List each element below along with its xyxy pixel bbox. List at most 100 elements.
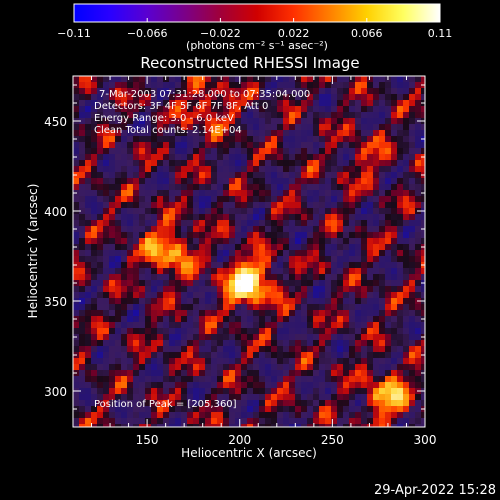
heatmap-cell: [85, 382, 91, 388]
heatmap-cell: [307, 412, 313, 418]
heatmap-cell: [349, 220, 355, 226]
heatmap-cell: [223, 322, 229, 328]
heatmap-cell: [175, 340, 181, 346]
heatmap-cell: [361, 256, 367, 262]
heatmap-cell: [181, 124, 187, 130]
heatmap-cell: [409, 124, 415, 130]
heatmap-cell: [403, 148, 409, 154]
heatmap-cell: [115, 160, 121, 166]
heatmap-cell: [301, 346, 307, 352]
heatmap-cell: [199, 202, 205, 208]
heatmap-cell: [349, 112, 355, 118]
heatmap-cell: [277, 238, 283, 244]
heatmap-cell: [361, 424, 367, 427]
heatmap-cell: [121, 142, 127, 148]
heatmap-cell: [367, 292, 373, 298]
heatmap-cell: [163, 328, 169, 334]
heatmap-cell: [121, 418, 127, 424]
heatmap-cell: [175, 292, 181, 298]
heatmap-cell: [397, 190, 403, 196]
heatmap-cell: [97, 100, 103, 106]
heatmap-cell: [193, 130, 199, 136]
heatmap-cell: [205, 370, 211, 376]
heatmap-cell: [379, 274, 385, 280]
heatmap-cell: [325, 106, 331, 112]
heatmap-cell: [307, 394, 313, 400]
heatmap-cell: [277, 424, 283, 427]
heatmap-cell: [139, 250, 145, 256]
heatmap-cell: [277, 274, 283, 280]
heatmap-cell: [295, 82, 301, 88]
heatmap-cell: [373, 142, 379, 148]
heatmap-cell: [409, 406, 415, 412]
heatmap-cell: [259, 274, 265, 280]
heatmap-cell: [409, 208, 415, 214]
heatmap-cell: [223, 268, 229, 274]
heatmap-cell: [103, 112, 109, 118]
heatmap-cell: [283, 298, 289, 304]
heatmap-cell: [109, 322, 115, 328]
heatmap-cell: [277, 298, 283, 304]
heatmap-cell: [301, 364, 307, 370]
heatmap-cell: [277, 130, 283, 136]
heatmap-cell: [103, 124, 109, 130]
heatmap-cell: [331, 190, 337, 196]
heatmap-cell: [409, 316, 415, 322]
heatmap-cell: [373, 262, 379, 268]
heatmap-cell: [397, 166, 403, 172]
heatmap-cell: [271, 280, 277, 286]
heatmap-cell: [415, 292, 421, 298]
heatmap-cell: [97, 298, 103, 304]
heatmap-cell: [373, 136, 379, 142]
heatmap-cell: [337, 382, 343, 388]
heatmap-cell: [103, 412, 109, 418]
heatmap-cell: [127, 202, 133, 208]
heatmap-cell: [187, 352, 193, 358]
heatmap-cell: [289, 106, 295, 112]
heatmap-cell: [151, 100, 157, 106]
heatmap-cell: [385, 412, 391, 418]
heatmap-cell: [295, 274, 301, 280]
heatmap-cell: [97, 238, 103, 244]
heatmap-cell: [181, 136, 187, 142]
heatmap-cell: [283, 238, 289, 244]
heatmap-cell: [325, 118, 331, 124]
heatmap-cell: [79, 388, 85, 394]
heatmap-cell: [415, 178, 421, 184]
heatmap-cell: [397, 88, 403, 94]
heatmap-cell: [235, 220, 241, 226]
heatmap-cell: [157, 352, 163, 358]
heatmap-cell: [301, 262, 307, 268]
heatmap-cell: [283, 310, 289, 316]
colorbar-tick-label: −0.11: [57, 27, 91, 40]
heatmap-cell: [367, 340, 373, 346]
heatmap-cell: [157, 76, 163, 82]
heatmap-cell: [103, 340, 109, 346]
heatmap-cell: [349, 400, 355, 406]
heatmap-cell: [169, 274, 175, 280]
heatmap-cell: [193, 208, 199, 214]
heatmap-cell: [355, 76, 361, 82]
heatmap-cell: [331, 400, 337, 406]
heatmap-cell: [151, 328, 157, 334]
heatmap-cell: [151, 382, 157, 388]
heatmap-cell: [133, 394, 139, 400]
heatmap-cell: [217, 382, 223, 388]
heatmap-cell: [121, 202, 127, 208]
heatmap-cell: [157, 382, 163, 388]
heatmap-cell: [229, 214, 235, 220]
heatmap-cell: [139, 160, 145, 166]
heatmap-cell: [181, 202, 187, 208]
heatmap-cell: [415, 82, 421, 88]
heatmap-cell: [97, 220, 103, 226]
heatmap-cell: [79, 202, 85, 208]
heatmap-cell: [349, 226, 355, 232]
heatmap-cell: [211, 334, 217, 340]
heatmap-cell: [133, 142, 139, 148]
heatmap-cell: [253, 310, 259, 316]
heatmap-cell: [373, 418, 379, 424]
heatmap-cell: [367, 298, 373, 304]
heatmap-cell: [319, 412, 325, 418]
heatmap-cell: [253, 142, 259, 148]
heatmap-cell: [193, 88, 199, 94]
